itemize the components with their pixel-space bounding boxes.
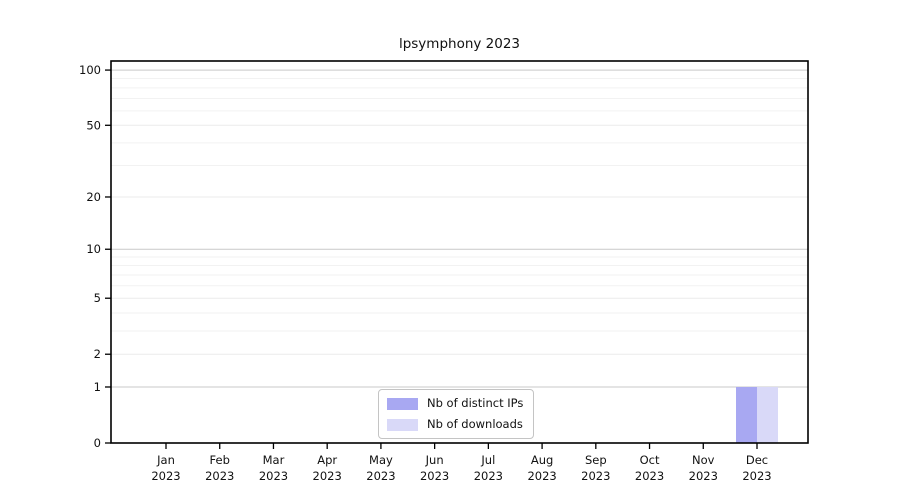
x-tick-label-year: 2023	[366, 469, 395, 483]
x-tick-label-year: 2023	[742, 469, 771, 483]
x-tick-label-month: Dec	[746, 453, 768, 467]
x-tick-label-year: 2023	[635, 469, 664, 483]
x-tick-label-month: Jan	[156, 453, 175, 467]
x-tick-label-year: 2023	[474, 469, 503, 483]
legend-item-distinct-ips: Nb of distinct IPs	[387, 395, 523, 412]
y-tick-label: 100	[79, 63, 101, 77]
y-tick-label: 2	[94, 347, 101, 361]
x-tick-label-month: Jun	[425, 453, 444, 467]
y-tick-label: 5	[94, 291, 101, 305]
x-tick-label-year: 2023	[151, 469, 180, 483]
legend: Nb of distinct IPs Nb of downloads	[378, 389, 535, 439]
x-tick-label-year: 2023	[581, 469, 610, 483]
y-tick-label: 50	[86, 118, 101, 132]
x-tick-label-year: 2023	[205, 469, 234, 483]
axes-frame	[110, 60, 809, 444]
legend-item-downloads: Nb of downloads	[387, 416, 523, 433]
x-tick-label-month: Mar	[263, 453, 285, 467]
y-tick-label: 1	[94, 380, 101, 394]
x-tick-label-month: Jul	[480, 453, 495, 467]
legend-label-distinct-ips: Nb of distinct IPs	[427, 396, 524, 410]
x-tick-label-year: 2023	[689, 469, 718, 483]
bar-dec-series0	[736, 386, 757, 443]
y-tick-label: 20	[86, 190, 101, 204]
x-tick-label-month: May	[369, 453, 393, 467]
x-tick-label-year: 2023	[527, 469, 556, 483]
x-tick-label-month: Nov	[692, 453, 715, 467]
x-tick-label-month: Sep	[585, 453, 607, 467]
y-tick-label: 0	[94, 436, 101, 450]
x-tick-label-month: Feb	[210, 453, 230, 467]
x-tick-label-month: Apr	[317, 453, 337, 467]
x-tick-label-month: Oct	[640, 453, 660, 467]
y-tick-label: 10	[86, 242, 101, 256]
legend-swatch-distinct-ips	[387, 397, 418, 410]
x-tick-label-year: 2023	[420, 469, 449, 483]
legend-swatch-downloads	[387, 418, 418, 431]
x-tick-label-year: 2023	[259, 469, 288, 483]
bar-dec-series1	[757, 386, 778, 443]
chart-title: lpsymphony 2023	[398, 36, 521, 52]
x-tick-label-month: Aug	[531, 453, 553, 467]
x-tick-label-year: 2023	[313, 469, 342, 483]
legend-label-downloads: Nb of downloads	[427, 417, 523, 431]
